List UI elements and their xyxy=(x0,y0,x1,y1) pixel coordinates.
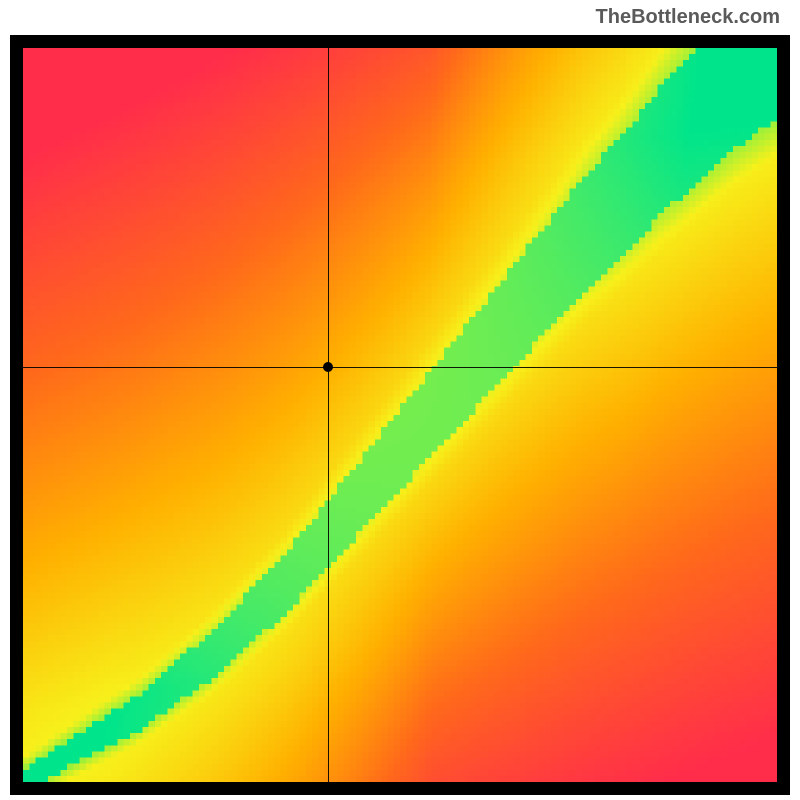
chart-frame xyxy=(10,35,790,795)
crosshair-horizontal xyxy=(23,367,777,368)
heatmap-plot xyxy=(23,48,777,782)
attribution-text: TheBottleneck.com xyxy=(596,6,780,29)
bottleneck-marker-dot xyxy=(323,362,333,372)
heatmap-canvas xyxy=(23,48,777,782)
crosshair-vertical xyxy=(328,48,329,782)
